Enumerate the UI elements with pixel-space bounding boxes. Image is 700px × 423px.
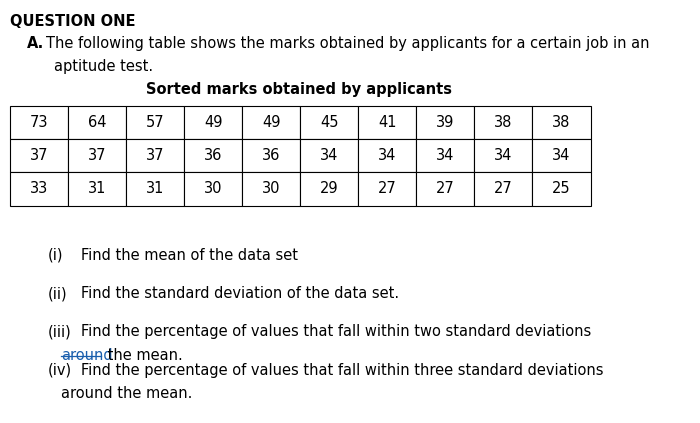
Text: 49: 49 — [204, 115, 223, 130]
Bar — [358, 106, 416, 139]
Text: the mean.: the mean. — [103, 348, 183, 363]
Text: 31: 31 — [146, 181, 164, 196]
Text: A.: A. — [27, 36, 44, 51]
Bar — [10, 172, 68, 206]
Text: 34: 34 — [494, 148, 512, 163]
Bar — [533, 106, 591, 139]
Text: around: around — [61, 348, 113, 363]
Text: 45: 45 — [320, 115, 339, 130]
Text: (ii): (ii) — [48, 286, 68, 301]
Text: 38: 38 — [552, 115, 570, 130]
Text: (iii): (iii) — [48, 324, 72, 339]
Text: 37: 37 — [146, 148, 164, 163]
Bar — [68, 139, 126, 172]
Text: 49: 49 — [262, 115, 281, 130]
Text: 37: 37 — [88, 148, 106, 163]
Bar — [126, 139, 184, 172]
Text: Find the percentage of values that fall within two standard deviations: Find the percentage of values that fall … — [80, 324, 591, 339]
Bar — [300, 172, 358, 206]
Text: (iv): (iv) — [48, 363, 72, 377]
Text: 36: 36 — [262, 148, 281, 163]
Bar — [242, 139, 300, 172]
Bar — [300, 106, 358, 139]
Text: (i): (i) — [48, 248, 64, 263]
Text: 25: 25 — [552, 181, 570, 196]
Bar — [184, 106, 242, 139]
Text: Sorted marks obtained by applicants: Sorted marks obtained by applicants — [146, 82, 452, 97]
Text: 34: 34 — [552, 148, 570, 163]
Text: 30: 30 — [262, 181, 281, 196]
Bar — [416, 139, 475, 172]
Bar — [10, 106, 68, 139]
Text: The following table shows the marks obtained by applicants for a certain job in : The following table shows the marks obta… — [46, 36, 649, 51]
Text: 30: 30 — [204, 181, 223, 196]
Text: 27: 27 — [378, 181, 397, 196]
Bar — [242, 172, 300, 206]
Text: 38: 38 — [494, 115, 512, 130]
Bar — [126, 106, 184, 139]
Text: 33: 33 — [30, 181, 48, 196]
Text: 41: 41 — [378, 115, 396, 130]
Text: 27: 27 — [436, 181, 455, 196]
Text: 57: 57 — [146, 115, 164, 130]
Bar — [10, 139, 68, 172]
Bar — [184, 172, 242, 206]
Bar — [126, 172, 184, 206]
Text: 31: 31 — [88, 181, 106, 196]
Text: 36: 36 — [204, 148, 223, 163]
Bar — [416, 106, 475, 139]
Bar — [184, 139, 242, 172]
Text: Find the percentage of values that fall within three standard deviations: Find the percentage of values that fall … — [80, 363, 603, 377]
Bar — [533, 172, 591, 206]
Text: Find the mean of the data set: Find the mean of the data set — [80, 248, 298, 263]
Bar — [475, 172, 533, 206]
Bar — [68, 106, 126, 139]
Bar — [475, 106, 533, 139]
Text: around the mean.: around the mean. — [61, 386, 193, 401]
Text: aptitude test.: aptitude test. — [54, 59, 153, 74]
Bar — [358, 139, 416, 172]
Text: 37: 37 — [29, 148, 48, 163]
Text: 73: 73 — [29, 115, 48, 130]
Text: 27: 27 — [494, 181, 513, 196]
Text: 29: 29 — [320, 181, 339, 196]
Bar — [68, 172, 126, 206]
Text: 34: 34 — [320, 148, 338, 163]
Bar — [358, 172, 416, 206]
Text: QUESTION ONE: QUESTION ONE — [10, 14, 135, 29]
Bar — [533, 139, 591, 172]
Text: Find the standard deviation of the data set.: Find the standard deviation of the data … — [80, 286, 399, 301]
Bar — [416, 172, 475, 206]
Bar — [300, 139, 358, 172]
Text: 64: 64 — [88, 115, 106, 130]
Bar — [475, 139, 533, 172]
Text: 34: 34 — [378, 148, 396, 163]
Bar — [242, 106, 300, 139]
Text: 39: 39 — [436, 115, 454, 130]
Text: 34: 34 — [436, 148, 454, 163]
